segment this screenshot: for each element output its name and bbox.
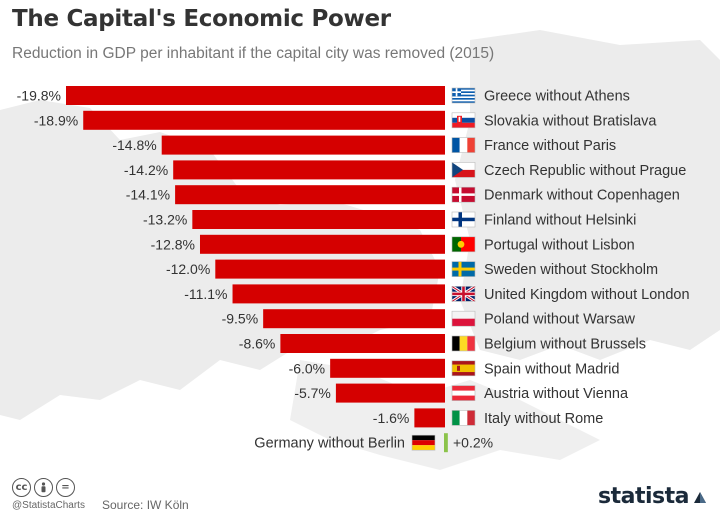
bar-italy	[414, 408, 445, 428]
category-label-spain: Spain without Madrid	[484, 361, 619, 377]
bar-denmark	[175, 185, 445, 205]
slovakia-flag-icon	[451, 112, 476, 129]
category-label-greece: Greece without Athens	[484, 89, 630, 105]
poland-flag-icon	[451, 310, 476, 327]
category-label-czech-republic: Czech Republic without Prague	[484, 163, 686, 179]
bar-belgium	[280, 334, 445, 353]
france-flag-icon	[451, 137, 476, 153]
statista-logo[interactable]: statista	[598, 484, 708, 509]
bar-sweden	[215, 259, 445, 279]
category-label-portugal: Portugal without Lisbon	[484, 237, 635, 253]
category-label-germany: Germany without Berlin	[254, 436, 405, 452]
italy-flag-icon	[451, 410, 476, 426]
category-label-belgium: Belgium without Brussels	[484, 337, 646, 353]
value-label-italy: -1.6%	[373, 410, 410, 426]
category-label-sweden: Sweden without Stockholm	[484, 262, 658, 278]
category-label-austria: Austria without Vienna	[484, 386, 629, 402]
value-label-spain: -6.0%	[289, 360, 326, 376]
bar-portugal	[199, 234, 445, 254]
germany-flag-icon	[411, 434, 436, 451]
value-label-france: -14.8%	[112, 137, 156, 153]
denmark-flag-icon	[451, 186, 476, 203]
value-label-germany: +0.2%	[453, 435, 493, 451]
greece-flag-icon	[451, 87, 476, 104]
brand-name: statista	[598, 484, 689, 509]
cc-icon[interactable]: cc	[12, 478, 31, 497]
person-icon[interactable]	[34, 478, 53, 497]
source-note: Source: IW Köln	[102, 498, 189, 512]
value-label-belgium: -8.6%	[239, 336, 276, 352]
chart-title: The Capital's Economic Power	[12, 6, 391, 32]
bar-finland	[192, 210, 445, 229]
bar-slovakia	[83, 110, 446, 130]
twitter-handle[interactable]: @StatistaCharts	[12, 500, 85, 511]
statista-mark-icon	[694, 491, 706, 503]
value-label-greece: -19.8%	[17, 88, 61, 104]
bar-germany	[444, 433, 448, 453]
value-label-united-kingdom: -11.1%	[184, 286, 227, 302]
belgium-flag-icon	[451, 335, 476, 352]
bar-greece	[66, 86, 445, 105]
finland-flag-icon	[451, 211, 476, 228]
bar-spain	[330, 358, 445, 378]
austria-flag-icon	[451, 385, 476, 401]
bar-france	[161, 135, 445, 155]
value-label-finland: -13.2%	[143, 212, 187, 228]
value-label-czech-republic: -14.2%	[124, 162, 168, 178]
united-kingdom-flag-icon	[451, 285, 476, 303]
value-label-portugal: -12.8%	[151, 236, 195, 252]
category-label-france: France without Paris	[484, 138, 616, 154]
category-label-finland: Finland without Helsinki	[484, 213, 636, 229]
license-icons: cc =	[12, 478, 75, 497]
bar-czech-republic	[173, 160, 445, 180]
category-label-slovakia: Slovakia without Bratislava	[484, 113, 657, 129]
category-label-united-kingdom: United Kingdom without London	[484, 287, 690, 303]
bar-poland	[263, 309, 445, 329]
sweden-flag-icon	[451, 261, 476, 277]
equals-icon[interactable]: =	[56, 478, 75, 497]
bar-austria	[335, 383, 445, 403]
spain-flag-icon	[451, 360, 476, 377]
value-label-denmark: -14.1%	[126, 187, 170, 203]
category-label-italy: Italy without Rome	[484, 411, 603, 427]
portugal-flag-icon	[451, 236, 476, 253]
bar-united-kingdom	[232, 284, 445, 304]
czech-republic-flag-icon	[451, 162, 476, 178]
value-label-poland: -9.5%	[222, 311, 259, 327]
category-label-denmark: Denmark without Copenhagen	[484, 188, 680, 204]
category-label-poland: Poland without Warsaw	[484, 312, 636, 328]
value-label-slovakia: -18.9%	[34, 112, 78, 128]
chart-subtitle: Reduction in GDP per inhabitant if the c…	[12, 45, 495, 62]
value-label-austria: -5.7%	[294, 385, 331, 401]
value-label-sweden: -12.0%	[166, 261, 210, 277]
